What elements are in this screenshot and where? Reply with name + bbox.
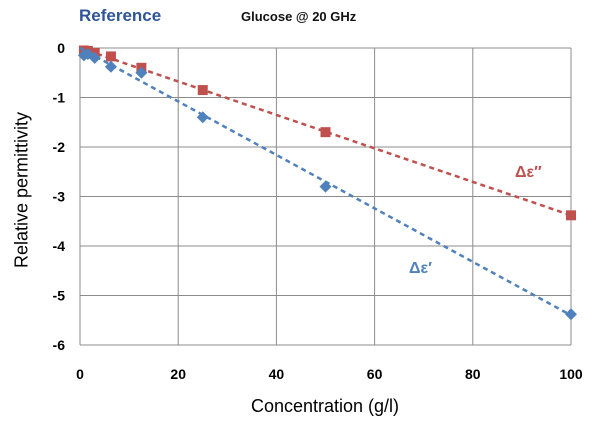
x-axis-label: Concentration (g/l): [250, 396, 400, 416]
data-point-series-0: [566, 210, 576, 221]
data-point-series-1: [196, 111, 209, 124]
data-point-series-0: [320, 127, 331, 138]
data-point-series-1: [565, 308, 577, 321]
y-tick-label: -4: [53, 238, 66, 254]
x-tick-label: 60: [367, 366, 383, 382]
x-tick-label: 0: [76, 366, 84, 382]
chart-title: Glucose @ 20 GHz: [241, 9, 357, 24]
y-tick-label: -2: [53, 139, 66, 155]
trendline-series-0: [79, 46, 572, 217]
y-tick-label: 0: [57, 40, 65, 56]
y-tick-label: -1: [53, 90, 66, 106]
data-point-series-0: [105, 51, 116, 62]
x-tick-label: 100: [559, 366, 583, 382]
data-point-series-1: [319, 180, 332, 193]
x-tick-label: 80: [465, 366, 481, 382]
x-tick-label: 40: [269, 366, 285, 382]
data-point-series-1: [135, 66, 148, 79]
y-tick-label: -6: [53, 337, 66, 353]
series-label-delta-eps-double-prime: Δε′′: [515, 164, 542, 181]
y-axis-label: Relative permittivity: [11, 111, 32, 269]
data-point-series-1: [88, 51, 101, 64]
x-tick-label: 20: [170, 366, 186, 382]
series-label-delta-eps-prime: Δε′: [409, 260, 432, 277]
data-point-series-0: [197, 85, 208, 96]
y-tick-label: -3: [53, 189, 66, 205]
data-point-series-1: [104, 60, 117, 73]
reference-label: Reference: [79, 6, 162, 25]
y-tick-label: -5: [53, 288, 66, 304]
